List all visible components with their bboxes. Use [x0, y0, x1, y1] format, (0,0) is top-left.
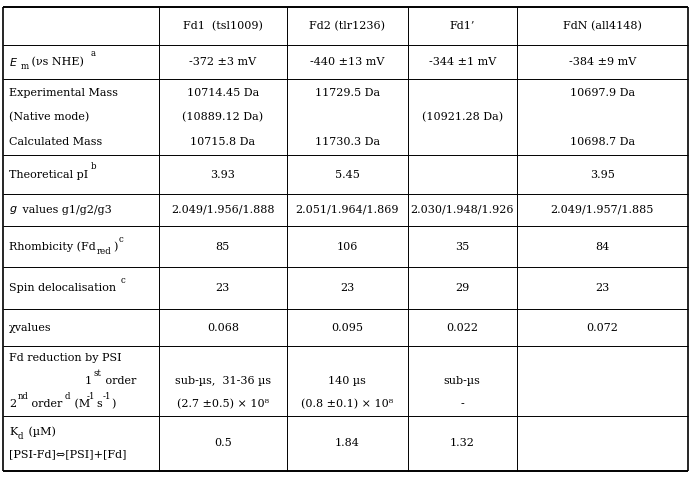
Text: ): ) — [113, 241, 117, 252]
Text: Fd2 (tlr1236): Fd2 (tlr1236) — [310, 21, 385, 31]
Text: $\it{g}$: $\it{g}$ — [9, 204, 18, 216]
Text: 10715.8 Da: 10715.8 Da — [190, 137, 256, 147]
Text: -372 ±3 mV: -372 ±3 mV — [189, 57, 256, 67]
Text: (νs NHE): (νs NHE) — [28, 57, 84, 67]
Text: 2.049/1.956/1.888: 2.049/1.956/1.888 — [171, 205, 274, 215]
Text: 23: 23 — [340, 283, 354, 293]
Text: 11729.5 Da: 11729.5 Da — [314, 88, 380, 98]
Text: -1: -1 — [87, 392, 95, 401]
Text: 85: 85 — [216, 242, 230, 252]
Text: a: a — [91, 49, 95, 58]
Text: Fd1’: Fd1’ — [450, 21, 475, 31]
Text: d: d — [64, 392, 70, 401]
Text: 106: 106 — [337, 242, 358, 252]
Text: Theoretical pI: Theoretical pI — [9, 170, 88, 180]
Text: Spin delocalisation: Spin delocalisation — [9, 283, 116, 293]
Text: 10714.45 Da: 10714.45 Da — [187, 88, 259, 98]
Text: (10889.12 Da): (10889.12 Da) — [182, 112, 263, 122]
Text: 2: 2 — [9, 399, 16, 409]
Text: χvalues: χvalues — [9, 323, 52, 333]
Text: 23: 23 — [595, 283, 609, 293]
Text: 1: 1 — [84, 376, 92, 386]
Text: m: m — [21, 62, 29, 71]
Text: Fd1  (tsl1009): Fd1 (tsl1009) — [183, 21, 263, 31]
Text: 10697.9 Da: 10697.9 Da — [569, 88, 635, 98]
Text: c: c — [118, 235, 123, 244]
Text: 1.32: 1.32 — [450, 438, 475, 448]
Text: 2.049/1.957/1.885: 2.049/1.957/1.885 — [551, 205, 654, 215]
Text: [PSI-Fd]⇔[PSI]+[Fd]: [PSI-Fd]⇔[PSI]+[Fd] — [9, 449, 126, 459]
Text: 1.84: 1.84 — [335, 438, 359, 448]
Text: 0.022: 0.022 — [446, 323, 478, 333]
Text: $\it{E}$: $\it{E}$ — [9, 56, 18, 68]
Text: (M: (M — [71, 399, 91, 409]
Text: 84: 84 — [595, 242, 609, 252]
Text: s: s — [96, 399, 102, 409]
Text: 35: 35 — [455, 242, 469, 252]
Text: Rhombicity (Fd: Rhombicity (Fd — [9, 241, 96, 252]
Text: 29: 29 — [455, 283, 469, 293]
Text: (10921.28 Da): (10921.28 Da) — [422, 112, 503, 122]
Text: K: K — [9, 427, 17, 437]
Text: st: st — [94, 369, 102, 379]
Text: -440 ±13 mV: -440 ±13 mV — [310, 57, 384, 67]
Text: -1: -1 — [102, 392, 111, 401]
Text: 23: 23 — [216, 283, 230, 293]
Text: nd: nd — [18, 392, 29, 401]
Text: Calculated Mass: Calculated Mass — [9, 137, 102, 147]
Text: 5.45: 5.45 — [335, 170, 359, 180]
Text: order: order — [28, 399, 63, 409]
Text: (µM): (µM) — [25, 427, 56, 437]
Text: 0.5: 0.5 — [214, 438, 231, 448]
Text: sub-µs,  31-36 µs: sub-µs, 31-36 µs — [175, 376, 271, 386]
Text: -: - — [460, 399, 464, 409]
Text: 0.068: 0.068 — [207, 323, 239, 333]
Text: c: c — [121, 276, 126, 285]
Text: 10698.7 Da: 10698.7 Da — [569, 137, 635, 147]
Text: order: order — [102, 376, 136, 386]
Text: 2.051/1.964/1.869: 2.051/1.964/1.869 — [296, 205, 399, 215]
Text: values g1/g2/g3: values g1/g2/g3 — [19, 205, 112, 215]
Text: (2.7 ±0.5) × 10⁸: (2.7 ±0.5) × 10⁸ — [177, 399, 269, 409]
Text: sub-µs: sub-µs — [444, 376, 481, 386]
Text: red: red — [97, 247, 111, 256]
Text: 11730.3 Da: 11730.3 Da — [314, 137, 380, 147]
Text: FdN (all4148): FdN (all4148) — [562, 21, 642, 31]
Text: ): ) — [111, 399, 115, 409]
Text: -344 ±1 mV: -344 ±1 mV — [428, 57, 496, 67]
Text: (Native mode): (Native mode) — [9, 112, 89, 122]
Text: 0.072: 0.072 — [586, 323, 618, 333]
Text: 0.095: 0.095 — [331, 323, 363, 333]
Text: 140 µs: 140 µs — [328, 376, 366, 386]
Text: 2.030/1.948/1.926: 2.030/1.948/1.926 — [410, 205, 514, 215]
Text: (0.8 ±0.1) × 10⁸: (0.8 ±0.1) × 10⁸ — [301, 399, 393, 409]
Text: -384 ±9 mV: -384 ±9 mV — [569, 57, 636, 67]
Text: 3.93: 3.93 — [211, 170, 235, 180]
Text: d: d — [18, 433, 23, 441]
Text: Fd reduction by PSI: Fd reduction by PSI — [9, 353, 122, 363]
Text: Experimental Mass: Experimental Mass — [9, 88, 118, 98]
Text: 3.95: 3.95 — [590, 170, 614, 180]
Text: b: b — [91, 163, 96, 172]
